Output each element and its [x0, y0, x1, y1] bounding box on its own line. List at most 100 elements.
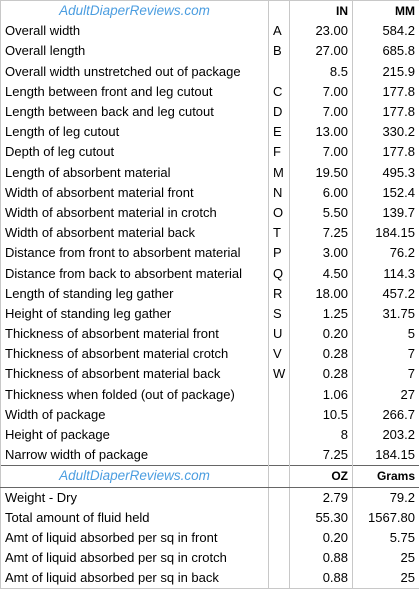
measurement-mm: 177.8 — [352, 81, 419, 102]
measurement-label: Length between back and leg cutout — [0, 101, 269, 123]
measurement-code: B — [268, 41, 290, 62]
measurement-in: 6.00 — [289, 182, 353, 203]
site-watermark: AdultDiaperReviews.com — [0, 0, 269, 22]
measurement-row: Distance from front to absorbent materia… — [0, 243, 419, 264]
measurement-label: Height of standing leg gather — [0, 303, 269, 324]
measurement-mm: 184.15 — [352, 223, 419, 244]
measurement-mm: 215.9 — [352, 61, 419, 82]
measurement-in: 7.00 — [289, 81, 353, 102]
measurement-label: Width of absorbent material front — [0, 182, 269, 203]
weight-row: Amt of liquid absorbed per sq in crotch 0… — [0, 548, 419, 569]
spec-table: AdultDiaperReviews.com IN MM Overall wid… — [0, 0, 419, 590]
measurement-mm: 7 — [352, 364, 419, 385]
measurement-label: Thickness of absorbent material crotch — [0, 344, 269, 365]
weight-code — [268, 548, 290, 569]
code-header — [268, 0, 290, 22]
measurement-code: W — [268, 364, 290, 385]
weight-oz: 0.88 — [289, 568, 353, 590]
measurement-row: Width of package 10.5 266.7 — [0, 404, 419, 425]
measurement-in: 13.00 — [289, 122, 353, 143]
measurement-code: Q — [268, 263, 290, 284]
weights-body: Weight - Dry 2.79 79.2 Total amount of flui… — [0, 487, 419, 590]
grams-header: Grams — [352, 465, 419, 488]
measurement-in: 0.28 — [289, 364, 353, 385]
measurement-in: 27.00 — [289, 41, 353, 62]
weight-oz: 55.30 — [289, 507, 353, 528]
weight-grams: 5.75 — [352, 527, 419, 549]
measurement-code — [268, 424, 290, 446]
measurement-code — [268, 404, 290, 425]
measurement-label: Height of package — [0, 424, 269, 446]
measurement-mm: 685.8 — [352, 41, 419, 62]
measurement-label: Distance from back to absorbent material — [0, 263, 269, 284]
measurement-row: Length between front and leg cutout C 7.00… — [0, 81, 419, 102]
measurement-mm: 177.8 — [352, 142, 419, 163]
weight-grams: 25 — [352, 548, 419, 569]
measurement-row: Width of absorbent material back T 7.25 184… — [0, 223, 419, 244]
weight-code — [268, 487, 290, 508]
weight-row: Weight - Dry 2.79 79.2 — [0, 487, 419, 508]
measurement-mm: 31.75 — [352, 303, 419, 324]
measurement-in: 1.25 — [289, 303, 353, 324]
measurement-in: 8.5 — [289, 61, 353, 82]
measurement-code: F — [268, 142, 290, 163]
measurement-code — [268, 445, 290, 466]
measurement-row: Thickness of absorbent material crotch V 0… — [0, 344, 419, 365]
in-header: IN — [289, 0, 353, 22]
measurement-mm: 495.3 — [352, 162, 419, 183]
measurement-code: P — [268, 243, 290, 264]
measurement-row: Thickness when folded (out of package) 1.… — [0, 384, 419, 405]
measurement-row: Narrow width of package 7.25 184.15 — [0, 445, 419, 466]
measurement-in: 3.00 — [289, 243, 353, 264]
measurement-code: N — [268, 182, 290, 203]
measurement-code: D — [268, 101, 290, 123]
weight-row: Amt of liquid absorbed per sq in back 0.8… — [0, 568, 419, 590]
measurement-in: 7.00 — [289, 142, 353, 163]
weight-grams: 25 — [352, 568, 419, 590]
measurement-label: Distance from front to absorbent materia… — [0, 243, 269, 264]
measurement-label: Thickness of absorbent material front — [0, 324, 269, 345]
measurement-in: 0.28 — [289, 344, 353, 365]
measurement-mm: 584.2 — [352, 21, 419, 42]
weight-row: Amt of liquid absorbed per sq in front 0.… — [0, 527, 419, 549]
measurement-label: Overall length — [0, 41, 269, 62]
weight-grams: 1567.80 — [352, 507, 419, 528]
measurement-in: 18.00 — [289, 283, 353, 304]
measurement-code: T — [268, 223, 290, 244]
measurement-label: Width of package — [0, 404, 269, 425]
measurement-row: Width of absorbent material front N 6.00 15… — [0, 182, 419, 203]
measurement-row: Length of standing leg gather R 18.00 457.2 — [0, 283, 419, 304]
weight-grams: 79.2 — [352, 487, 419, 508]
measurement-mm: 76.2 — [352, 243, 419, 264]
measurement-row: Height of package 8 203.2 — [0, 424, 419, 446]
measurement-row: Depth of leg cutout F 7.00 177.8 — [0, 142, 419, 163]
measurement-in: 8 — [289, 424, 353, 446]
measurement-in: 7.25 — [289, 223, 353, 244]
measurement-label: Length of standing leg gather — [0, 283, 269, 304]
measurement-mm: 457.2 — [352, 283, 419, 304]
measurement-code: A — [268, 21, 290, 42]
measurement-row: Length of leg cutout E 13.00 330.2 — [0, 122, 419, 143]
measurement-mm: 27 — [352, 384, 419, 405]
measurement-row: Length of absorbent material M 19.50 495.3 — [0, 162, 419, 183]
weight-label: Amt of liquid absorbed per sq in front — [0, 527, 269, 549]
measurement-code: C — [268, 81, 290, 102]
measurement-mm: 114.3 — [352, 263, 419, 284]
weight-label: Amt of liquid absorbed per sq in crotch — [0, 548, 269, 569]
measurement-label: Overall width unstretched out of package — [0, 61, 269, 82]
measurement-code: V — [268, 344, 290, 365]
measurement-code: R — [268, 283, 290, 304]
measurement-mm: 203.2 — [352, 424, 419, 446]
measurement-in: 7.25 — [289, 445, 353, 466]
measurement-row: Length between back and leg cutout D 7.00 1… — [0, 101, 419, 123]
measurement-label: Width of absorbent material back — [0, 223, 269, 244]
measurements-body: Overall width A 23.00 584.2 Overall length B 2… — [0, 21, 419, 466]
measurement-label: Length between front and leg cutout — [0, 81, 269, 102]
weight-oz: 0.88 — [289, 548, 353, 569]
weight-oz: 0.20 — [289, 527, 353, 549]
measurement-row: Thickness of absorbent material back W 0.2… — [0, 364, 419, 385]
measurement-mm: 152.4 — [352, 182, 419, 203]
header-row: AdultDiaperReviews.com IN MM — [0, 0, 419, 22]
measurement-in: 19.50 — [289, 162, 353, 183]
measurement-in: 23.00 — [289, 21, 353, 42]
